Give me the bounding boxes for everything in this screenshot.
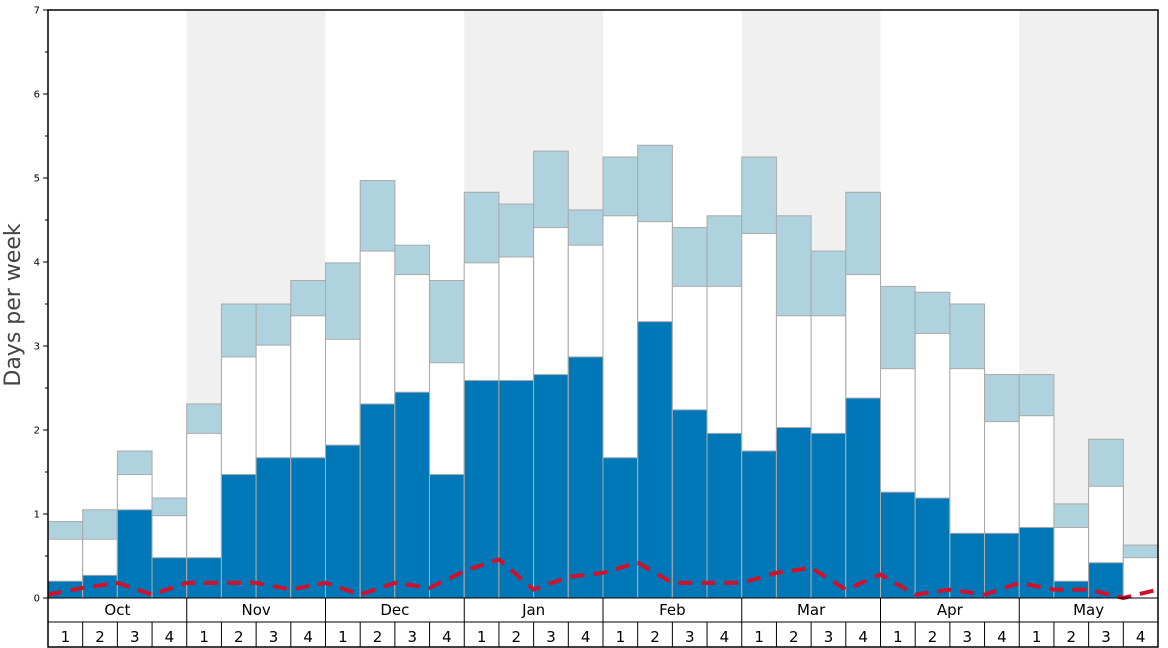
- bar-dark: [637, 321, 673, 599]
- week-label: 3: [407, 628, 417, 646]
- week-label: 4: [1136, 628, 1146, 646]
- week-label: 1: [754, 628, 764, 646]
- week-label: 2: [928, 628, 938, 646]
- bar-dark: [151, 557, 188, 599]
- y-axis-label: Days per week: [1, 223, 26, 386]
- month-label-nov: Nov: [241, 601, 270, 619]
- week-label: 3: [546, 628, 556, 646]
- week-label: 3: [269, 628, 279, 646]
- month-label-apr: Apr: [937, 601, 964, 619]
- bar-dark: [845, 397, 881, 599]
- week-label: 1: [616, 628, 626, 646]
- bar-dark: [567, 356, 604, 599]
- y-tick-label: 4: [34, 258, 40, 269]
- month-label-mar: Mar: [797, 601, 826, 619]
- week-label: 1: [338, 628, 348, 646]
- y-tick-label: 2: [34, 426, 40, 437]
- bar-dark: [533, 374, 569, 599]
- month-label-jan: Jan: [521, 601, 545, 619]
- week-label: 4: [997, 628, 1007, 646]
- bar-dark: [394, 391, 431, 599]
- month-label-may: May: [1073, 601, 1104, 619]
- bar-dark: [949, 532, 986, 599]
- week-label: 1: [199, 628, 209, 646]
- bar-dark: [498, 379, 535, 599]
- month-label-oct: Oct: [104, 601, 130, 619]
- bar-dark: [429, 474, 465, 599]
- y-tick-label: 3: [34, 342, 40, 353]
- week-label: 2: [234, 628, 244, 646]
- bar-dark: [984, 532, 1020, 599]
- week-label: 2: [373, 628, 383, 646]
- week-label: 1: [893, 628, 903, 646]
- week-label: 1: [1032, 628, 1042, 646]
- bar-dark: [290, 457, 326, 599]
- week-label: 3: [130, 628, 140, 646]
- bar-dark: [325, 444, 361, 599]
- dashed-series-line: [47, 557, 1159, 600]
- bar-dark: [671, 409, 708, 599]
- week-label: 4: [581, 628, 591, 646]
- week-label: 3: [685, 628, 695, 646]
- y-tick-label: 5: [34, 174, 40, 185]
- week-label: 2: [1067, 628, 1077, 646]
- bar-dark: [706, 432, 743, 599]
- bar-dark: [359, 403, 396, 599]
- week-label: 1: [477, 628, 487, 646]
- month-label-dec: Dec: [380, 601, 409, 619]
- bar-dark: [186, 557, 222, 599]
- series-line: [47, 557, 1159, 600]
- y-tick-label: 0: [34, 594, 40, 605]
- y-tick-label: 7: [34, 6, 40, 17]
- bar-dark: [880, 491, 916, 599]
- week-label: 3: [1101, 628, 1111, 646]
- week-label: 2: [789, 628, 799, 646]
- y-tick-label: 6: [34, 90, 40, 101]
- bar-middle: [1122, 557, 1159, 599]
- week-label: 1: [61, 628, 71, 646]
- y-tick-label: 1: [34, 510, 40, 521]
- bar-dark: [255, 457, 292, 599]
- bar-dark: [220, 474, 257, 599]
- week-label: 4: [720, 628, 730, 646]
- month-label-feb: Feb: [659, 601, 686, 619]
- axes: 0 1 2 3 4 5 6 7 Oct Nov Dec Jan Feb Mar Apr May 1 2 3 4 1 2 3 4…: [34, 6, 1159, 648]
- bar-dark: [914, 497, 951, 599]
- week-label: 3: [824, 628, 834, 646]
- week-label: 2: [512, 628, 522, 646]
- week-label: 4: [165, 628, 175, 646]
- week-label: 2: [95, 628, 105, 646]
- week-label: 4: [858, 628, 868, 646]
- week-label: 4: [303, 628, 313, 646]
- week-label: 2: [650, 628, 660, 646]
- week-label: 4: [442, 628, 452, 646]
- bar-dark: [602, 457, 639, 599]
- week-label: 3: [962, 628, 972, 646]
